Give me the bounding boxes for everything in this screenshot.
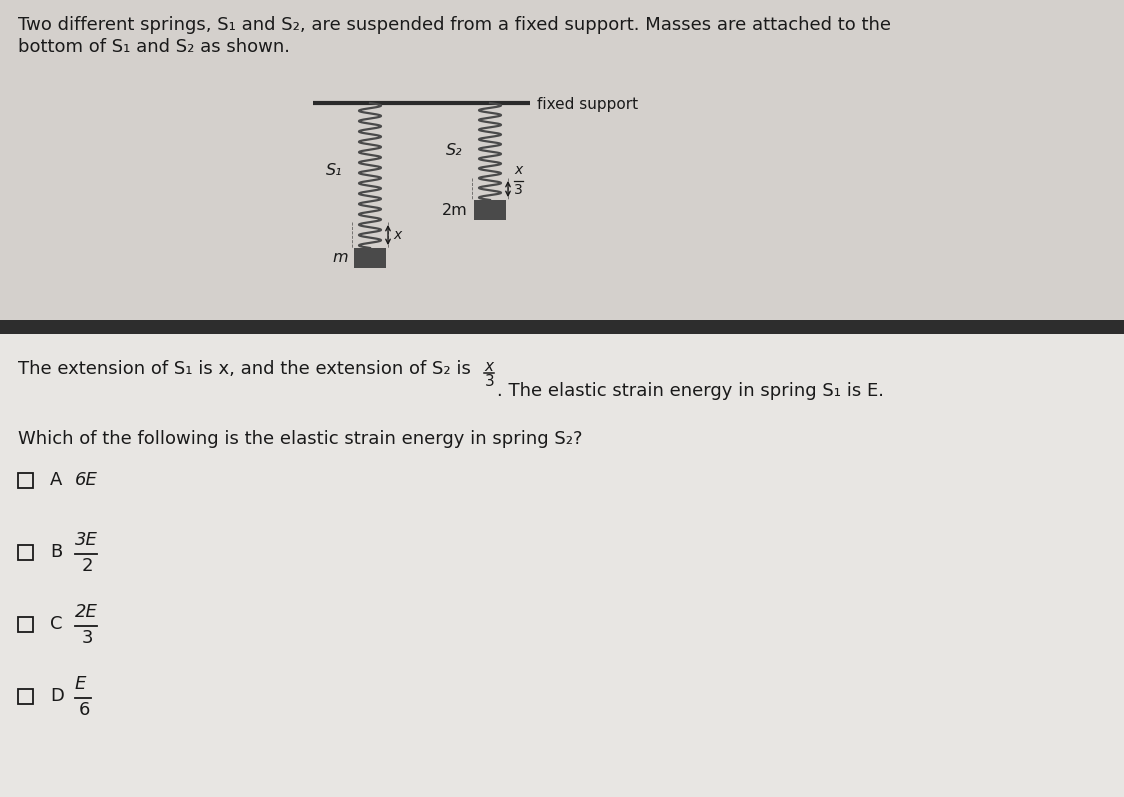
Text: D: D [49,687,64,705]
Bar [0,320,1124,334]
Bar [18,544,33,559]
Text: 3E: 3E [75,531,98,549]
Text: Which of the following is the elastic strain energy in spring S₂?: Which of the following is the elastic st… [18,430,582,448]
Text: C: C [49,615,63,633]
Bar [18,617,33,631]
Bar [0,0,1124,320]
Bar [0,334,1124,797]
Text: 2: 2 [82,557,93,575]
Text: 3: 3 [484,374,495,389]
Text: 6: 6 [79,701,90,719]
Text: Two different springs, S₁ and S₂, are suspended from a fixed support. Masses are: Two different springs, S₁ and S₂, are su… [18,16,891,34]
Text: S₁: S₁ [326,163,342,178]
Text: B: B [49,543,62,561]
Text: fixed support: fixed support [537,96,638,112]
Text: 3: 3 [514,183,523,197]
Text: . The elastic strain energy in spring S₁ is E.: . The elastic strain energy in spring S₁… [497,382,883,400]
Text: The extension of S₁ is x, and the extension of S₂ is: The extension of S₁ is x, and the extens… [18,360,471,378]
Text: 3: 3 [82,629,93,647]
Text: m: m [333,250,348,265]
Text: 2m: 2m [442,202,468,218]
Bar [18,689,33,704]
Text: S₂: S₂ [445,143,462,158]
Text: bottom of S₁ and S₂ as shown.: bottom of S₁ and S₂ as shown. [18,38,290,56]
Text: x: x [514,163,523,177]
Bar [474,200,506,220]
Text: 6E: 6E [75,471,98,489]
Bar [18,473,33,488]
Text: 2E: 2E [75,603,98,621]
Text: E: E [75,675,87,693]
Text: x: x [393,228,401,242]
Text: A: A [49,471,62,489]
Text: x: x [484,359,493,374]
Bar [354,248,386,268]
